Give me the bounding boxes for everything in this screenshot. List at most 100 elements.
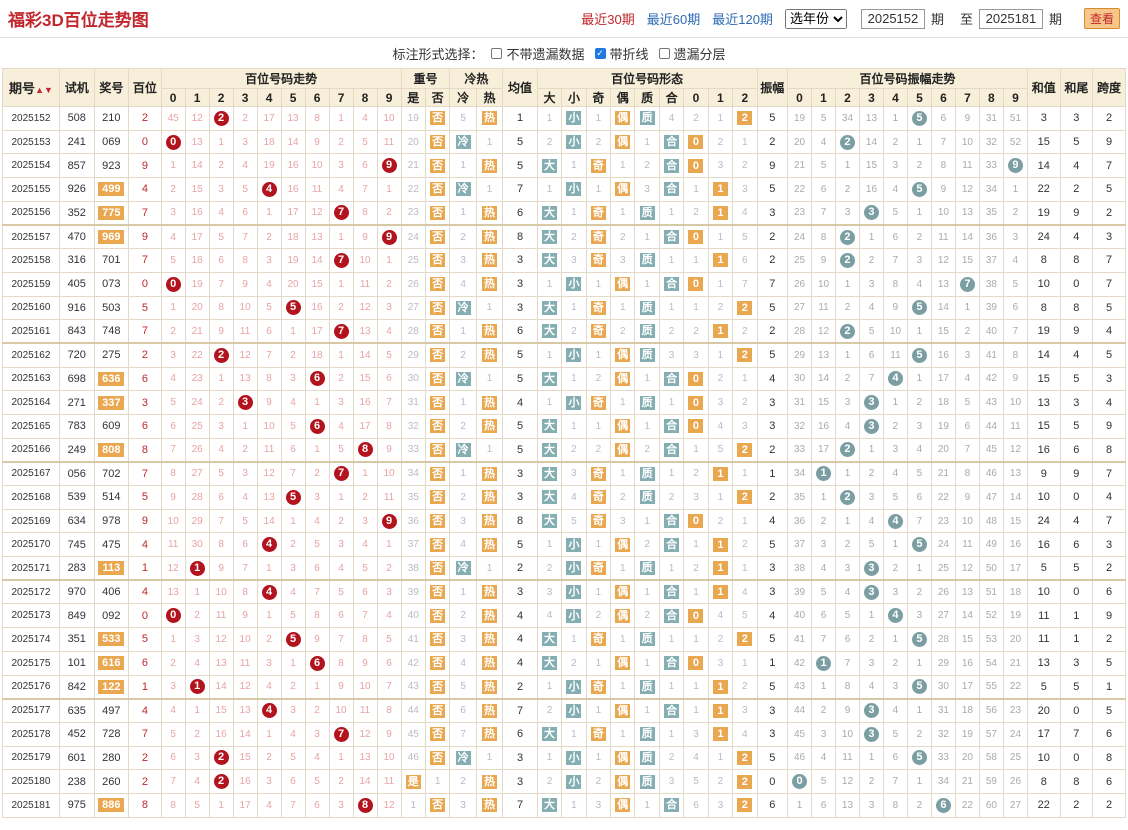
- span-cell: 5: [1092, 650, 1126, 676]
- bai-cell: 5: [128, 485, 162, 510]
- coldhot-0: 1: [449, 579, 477, 605]
- amp-cell: 7: [756, 271, 789, 297]
- road-2: 1: [732, 129, 758, 155]
- form-cell-4: 质: [634, 627, 660, 652]
- coldhot-0: 5: [449, 674, 477, 700]
- amp-miss-7: 12: [954, 556, 980, 581]
- table-row: 2025181 975 886 8 8 5 1 17 4 7 6 3 8 12 1 否 3 热 7 大 1 3 偶 1 合 6 3 2…: [2, 792, 1126, 818]
- recent-60-link[interactable]: 最近60期: [646, 12, 701, 27]
- form-cell-5: 合: [658, 508, 685, 534]
- trend-miss-0: 2: [160, 177, 186, 202]
- form-cell-1: 2: [561, 650, 587, 676]
- year-select[interactable]: 选年份: [784, 8, 847, 29]
- trend-miss-6: 2: [304, 460, 330, 486]
- form-cell-5: 4: [658, 106, 685, 131]
- amp-miss-9: 23: [1002, 697, 1029, 723]
- checkbox-no-miss[interactable]: [491, 47, 503, 59]
- road-1: 3: [707, 153, 734, 179]
- trend-miss-2: 2: [208, 390, 234, 415]
- form-cell-4: 1: [634, 697, 660, 723]
- prize-cell: 280: [93, 745, 130, 771]
- amp-miss-0: 28: [787, 319, 813, 344]
- form-cell-0: 大: [536, 295, 563, 321]
- trend-miss-5: 16: [280, 177, 306, 202]
- table-row: 2025160 916 503 5 1 20 8 10 5 5 16 2 12 3 27 否冷 1 3 大 1 奇 1 质 1…: [2, 295, 1126, 321]
- form-cell-2: 奇: [585, 460, 612, 486]
- option-polyline[interactable]: ✓ 带折线: [594, 44, 649, 63]
- repeat-0: 23: [400, 200, 426, 226]
- form-cell-4: 1: [634, 579, 660, 605]
- trend-miss-6: 1: [304, 674, 330, 700]
- amp-digit-9: 9: [1002, 88, 1029, 107]
- avg-cell: 5: [502, 437, 538, 463]
- form-cell-4: 质: [634, 342, 660, 368]
- form-cell-0: 大: [536, 485, 563, 510]
- amp-miss-5: 2: [906, 390, 932, 415]
- col-avg: 均值: [502, 68, 538, 107]
- trend-miss-7: 4: [328, 413, 354, 439]
- trend-miss-5: 5: [280, 413, 306, 439]
- checkbox-miss-layer[interactable]: [658, 47, 670, 59]
- tail-cell: 3: [1059, 390, 1094, 415]
- coldhot-0: 2: [449, 413, 477, 439]
- prize-cell: 260: [93, 769, 130, 794]
- trend-miss-9: 11: [376, 769, 402, 794]
- avg-cell: 8: [502, 508, 538, 534]
- trend-miss-3: 7: [232, 556, 258, 581]
- road-2: 4: [732, 579, 758, 605]
- test-cell: 916: [58, 295, 95, 321]
- road-0: 0: [683, 603, 709, 629]
- table-row: 2025177 635 497 4 4 1 15 13 4 3 2 10 11 8 44 否 6 热 7 2 小 1 偶 1 合…: [2, 697, 1126, 723]
- amp-miss-5: 4: [906, 271, 932, 297]
- road-1: 4: [707, 413, 734, 439]
- trend-miss-3: 13: [232, 366, 258, 392]
- amp-miss-6: 9: [930, 177, 956, 202]
- repeat-1: 否: [424, 177, 451, 202]
- form-cell-3: 偶: [610, 271, 636, 297]
- trend-miss-2: 6: [208, 485, 234, 510]
- coldhot-1: 热: [475, 674, 504, 700]
- trend-miss-0: 2: [160, 319, 186, 344]
- recent-30-link[interactable]: 最近30期: [581, 12, 635, 27]
- prize-cell: 499: [93, 177, 130, 202]
- trend-miss-1: 29: [184, 508, 210, 534]
- col-tail: 和尾: [1059, 68, 1094, 107]
- amp-miss-1: 5: [811, 769, 836, 794]
- amp-miss-8: 42: [978, 366, 1004, 392]
- form-cell-4: 质: [634, 295, 660, 321]
- query-button[interactable]: 查看: [1083, 8, 1120, 29]
- road-1: 2: [707, 366, 734, 392]
- road-1: 2: [707, 627, 734, 652]
- trend-ball: 6: [304, 366, 330, 392]
- recent-120-link[interactable]: 最近120期: [712, 12, 773, 27]
- road-0: 4: [683, 745, 709, 771]
- to-period-input[interactable]: 2025181: [978, 8, 1043, 29]
- form-cell-5: 3: [658, 342, 685, 368]
- checkbox-polyline[interactable]: ✓: [594, 47, 606, 59]
- repeat-0: 40: [400, 603, 426, 629]
- form-cell-2: 1: [585, 106, 612, 131]
- form-cell-4: 1: [634, 271, 660, 297]
- option-miss-layer[interactable]: 遗漏分层: [658, 44, 726, 63]
- amp-cell: 5: [756, 177, 789, 202]
- option-no-miss[interactable]: 不带遗漏数据: [491, 44, 585, 63]
- amp-miss-6: 25: [930, 556, 956, 581]
- trend-miss-0: 3: [160, 342, 186, 368]
- trend-miss-8: 10: [352, 248, 378, 273]
- trend-miss-5: 1: [280, 319, 306, 344]
- form-cell-3: 2: [610, 485, 636, 510]
- form-cell-2: 1: [585, 650, 612, 676]
- table-row: 2025172 970 406 4 13 1 10 8 4 4 7 5 6 3 39 否 1 热 3 3 小 1 偶 1 合 1 1…: [2, 579, 1126, 605]
- trend-miss-2: 13: [208, 650, 234, 676]
- amp-miss-5: 3: [906, 603, 932, 629]
- bai-cell: 9: [128, 223, 162, 250]
- form-cell-1: 1: [561, 295, 587, 321]
- col-issue[interactable]: 期号▲▼: [2, 68, 60, 107]
- form-cell-2: 1: [585, 697, 612, 723]
- trend-miss-9: 4: [376, 319, 402, 344]
- trend-miss-0: 7: [160, 437, 186, 463]
- amp-miss-8: 59: [978, 769, 1004, 794]
- from-period-input[interactable]: 2025152: [860, 8, 925, 29]
- trend-digit-1: 1: [184, 88, 210, 107]
- avg-cell: 3: [502, 295, 538, 321]
